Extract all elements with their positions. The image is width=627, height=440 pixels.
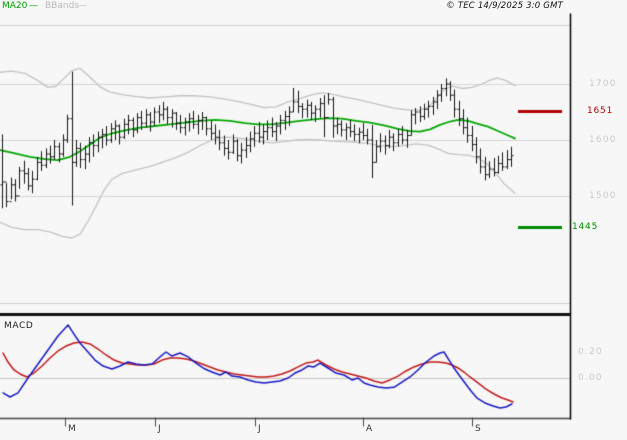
resistance-level-label: 1651: [587, 105, 614, 116]
legend-bbands-swatch: —: [78, 1, 87, 11]
month-label-june: J: [158, 424, 161, 434]
month-label-july: J: [258, 424, 261, 434]
legend-ma20-label: MA20: [2, 1, 28, 11]
legend-ma20-swatch: —: [29, 1, 38, 11]
support-level-label: 1445: [572, 221, 599, 232]
month-label-may: M: [68, 424, 76, 434]
macd-tick-020: 0.20: [578, 346, 603, 357]
price-tick-1600: 1600: [589, 134, 617, 145]
month-label-september: S: [475, 424, 481, 434]
month-label-august: A: [366, 424, 373, 434]
macd-panel-title: MACD: [4, 321, 34, 331]
price-tick-1500: 1500: [589, 190, 617, 201]
macd-tick-000: 0.00: [578, 372, 603, 383]
legend-bbands-label: BBands: [45, 1, 79, 11]
copyright-text: © TEC 14/9/2025 3:0 GMT: [446, 1, 563, 11]
price-tick-1700: 1700: [589, 78, 617, 89]
